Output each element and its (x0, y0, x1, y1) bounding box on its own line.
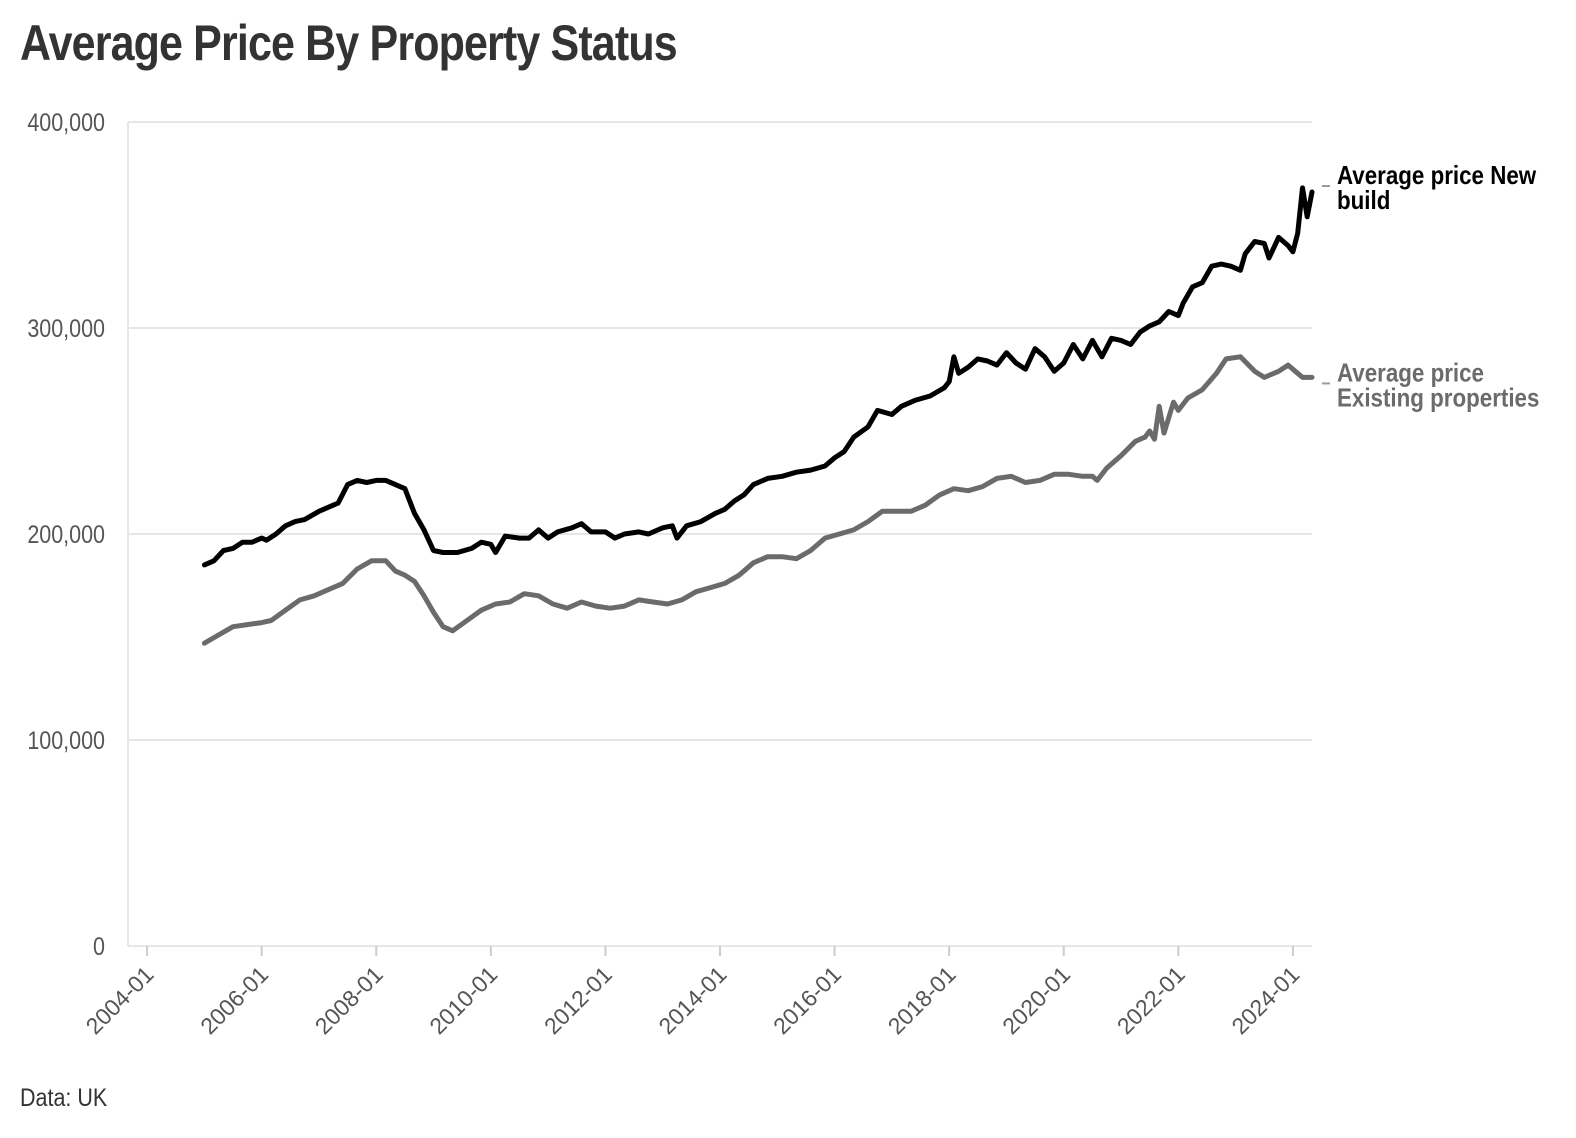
x-tick-label: 2012-01 (539, 961, 617, 1039)
y-axis: 0 100,000 200,000 300,000 400,000 (27, 108, 129, 960)
x-tick-label: 2014-01 (653, 961, 731, 1039)
y-tick-label: 300,000 (27, 314, 105, 342)
series-label-line: Average price (1337, 359, 1484, 388)
x-tick-label: 2018-01 (883, 961, 961, 1039)
y-tick-label: 100,000 (27, 726, 105, 754)
x-tick-label: 2008-01 (310, 961, 388, 1039)
series-label-line: build (1337, 187, 1390, 216)
x-tick-label: 2004-01 (81, 961, 159, 1039)
series-label: Average price Existing properties (1337, 359, 1539, 413)
x-tick-label: 2010-01 (424, 961, 502, 1039)
x-axis: 2004-01 2006-01 2008-01 2010-01 2012-01 2014-… (81, 945, 1312, 1039)
x-tick-label: 2006-01 (195, 961, 273, 1039)
x-tick-label: 2016-01 (768, 961, 846, 1039)
gridlines (128, 121, 1312, 947)
series-line-new-build (201, 185, 1315, 568)
source-note: Data: UK (20, 1084, 108, 1112)
x-tick-label: 2024-01 (1226, 961, 1304, 1039)
x-tick-label: 2022-01 (1112, 961, 1190, 1039)
chart-title: Average Price By Property Status (20, 15, 678, 71)
series-label-line: Average price New (1337, 162, 1536, 191)
series-label: Average price New build (1337, 162, 1536, 216)
series-label-line: Existing properties (1337, 384, 1539, 413)
y-tick-label: 0 (93, 932, 105, 960)
y-tick-label: 200,000 (27, 520, 105, 548)
y-tick-label: 400,000 (27, 108, 105, 136)
series-line-existing-properties (201, 354, 1315, 646)
x-tick-label: 2020-01 (997, 961, 1075, 1039)
series-labels: Average price New build Average price Exist… (1322, 162, 1539, 413)
series-lines (201, 185, 1315, 646)
